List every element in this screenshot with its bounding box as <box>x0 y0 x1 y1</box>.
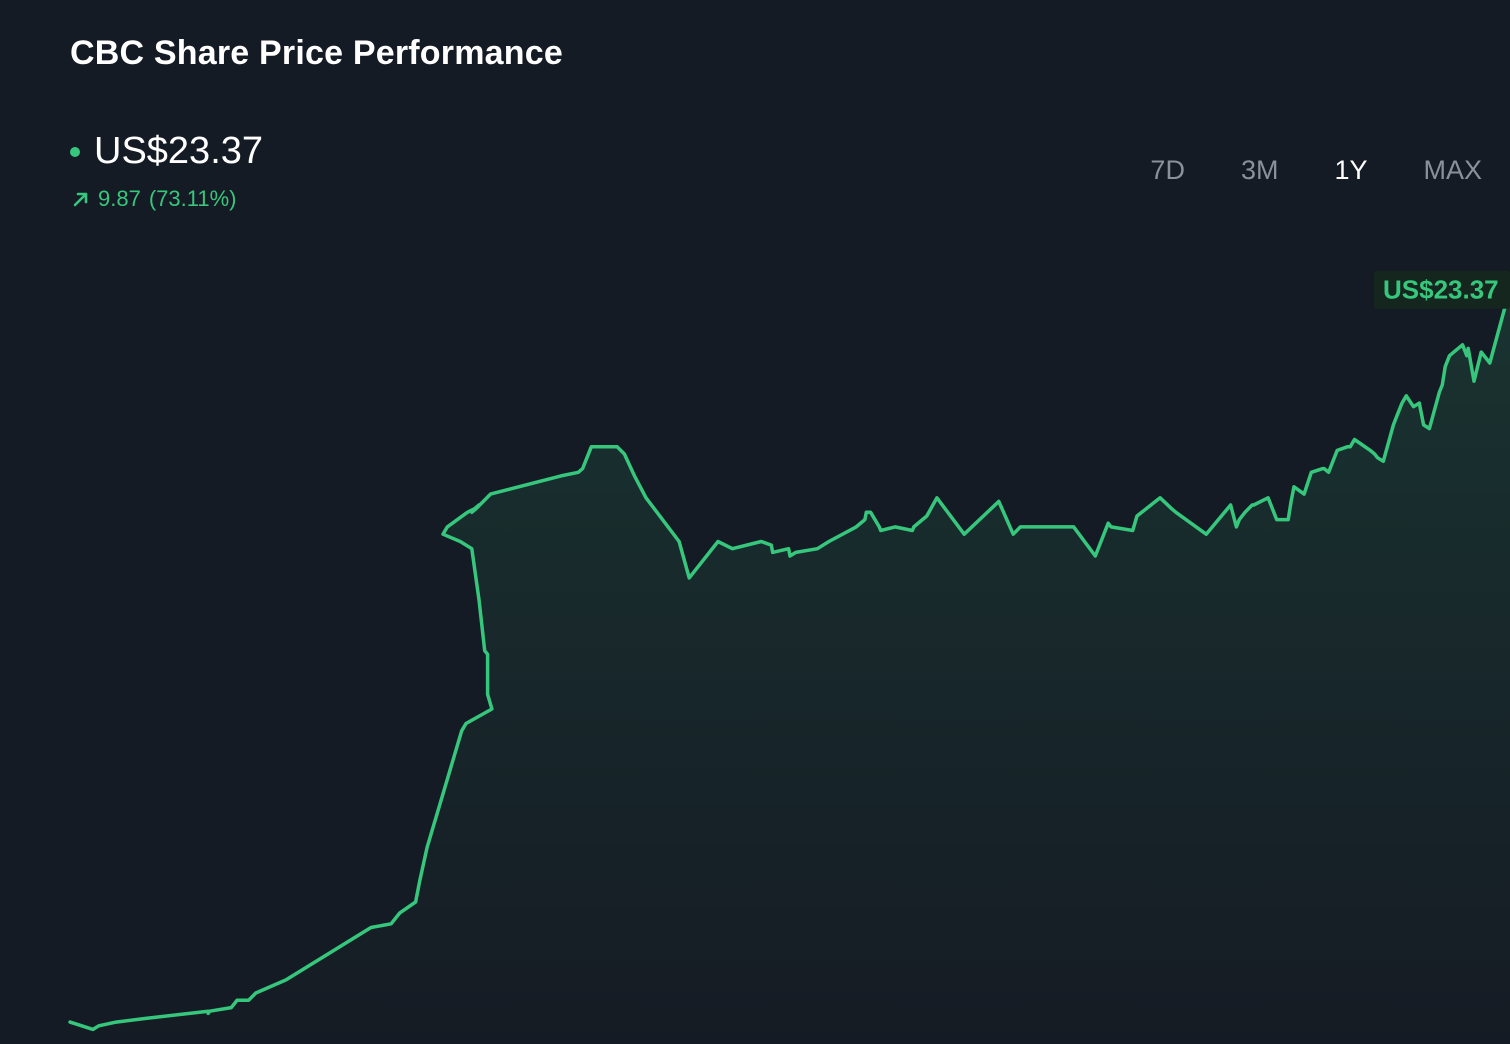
price-row: US$23.37 <box>70 130 263 173</box>
time-range-tabs: 7D 3M 1Y MAX <box>1094 155 1482 186</box>
tab-7d[interactable]: 7D <box>1150 155 1185 185</box>
current-price: US$23.37 <box>94 130 264 172</box>
chart-title: CBC Share Price Performance <box>70 34 563 72</box>
tab-max[interactable]: MAX <box>1423 155 1482 185</box>
change-percent: (73.11%) <box>148 186 237 211</box>
arrow-up-right-icon <box>73 192 88 207</box>
price-line <box>68 286 1510 1032</box>
last-price-label: US$23.37 <box>1383 275 1499 305</box>
price-area <box>70 288 1510 1044</box>
price-change: 9.87 (73.11%) <box>70 186 236 212</box>
tab-3m[interactable]: 3M <box>1240 155 1279 185</box>
tab-1y[interactable]: 1Y <box>1334 155 1368 185</box>
dot-icon <box>70 146 80 157</box>
change-value: 9.87 <box>98 186 141 211</box>
last-price-label-bg <box>1374 270 1510 309</box>
